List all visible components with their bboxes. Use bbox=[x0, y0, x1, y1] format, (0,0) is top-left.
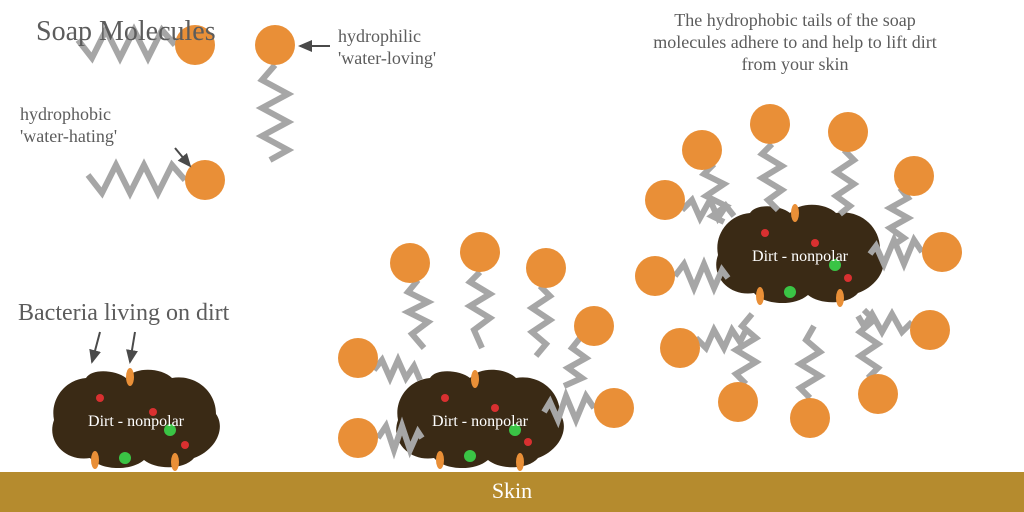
soap-head bbox=[750, 104, 790, 144]
bacteria-dot bbox=[761, 229, 769, 237]
soap-tail bbox=[374, 360, 420, 380]
dirt-label: Dirt - nonpolar bbox=[88, 413, 185, 430]
soap-molecule bbox=[338, 338, 420, 380]
dirt-label: Dirt - nonpolar bbox=[752, 248, 849, 265]
bacteria-oval bbox=[171, 453, 179, 471]
bacteria-oval bbox=[791, 204, 799, 222]
soap-head bbox=[635, 256, 675, 296]
explanation-l3: from your skin bbox=[742, 54, 849, 74]
soap-molecule bbox=[718, 314, 758, 422]
dirt-label: Dirt - nonpolar bbox=[432, 413, 529, 430]
bacteria-dot bbox=[811, 239, 819, 247]
soap-head bbox=[682, 130, 722, 170]
soap-head bbox=[594, 388, 634, 428]
bacteria-dot bbox=[784, 286, 796, 298]
soap-molecule bbox=[88, 160, 225, 200]
soap-head bbox=[390, 243, 430, 283]
soap-tail bbox=[470, 272, 490, 348]
soap-head bbox=[574, 306, 614, 346]
soap-molecule bbox=[526, 248, 566, 356]
bacteria-dot bbox=[491, 404, 499, 412]
soap-molecule bbox=[828, 112, 868, 214]
hydrophilic-label-l1: hydrophilic bbox=[338, 26, 421, 46]
pointer-arrow bbox=[175, 148, 190, 166]
bacteria-dot bbox=[524, 438, 532, 446]
soap-head bbox=[338, 338, 378, 378]
soap-head bbox=[338, 418, 378, 458]
soap-head bbox=[790, 398, 830, 438]
bacteria-oval bbox=[836, 289, 844, 307]
title: Soap Molecules bbox=[36, 16, 216, 47]
hydrophobic-label-l2: 'water-hating' bbox=[20, 126, 117, 146]
soap-head bbox=[526, 248, 566, 288]
bacteria-dot bbox=[464, 450, 476, 462]
dirt-blob: Dirt - nonpolar bbox=[396, 370, 564, 471]
explanation-l1: The hydrophobic tails of the soap bbox=[674, 10, 915, 30]
soap-tail bbox=[800, 326, 820, 398]
soap-tail bbox=[836, 150, 854, 214]
soap-molecule bbox=[870, 232, 962, 272]
soap-tail bbox=[736, 314, 756, 384]
soap-molecule bbox=[890, 156, 934, 246]
soap-molecule bbox=[750, 104, 790, 210]
bacteria-oval bbox=[756, 287, 764, 305]
soap-molecule bbox=[635, 256, 728, 296]
bacteria-dot bbox=[441, 394, 449, 402]
soap-molecule bbox=[460, 232, 500, 348]
soap-head bbox=[660, 328, 700, 368]
bacteria-oval bbox=[516, 453, 524, 471]
soap-molecule bbox=[660, 328, 746, 368]
soap-tail bbox=[262, 65, 288, 160]
soap-tail bbox=[532, 286, 550, 356]
soap-head bbox=[922, 232, 962, 272]
soap-head bbox=[718, 382, 758, 422]
explanation-l2: molecules adhere to and help to lift dir… bbox=[653, 32, 936, 52]
hydrophobic-label-l1: hydrophobic bbox=[20, 104, 111, 124]
soap-molecule bbox=[790, 326, 830, 438]
soap-head bbox=[910, 310, 950, 350]
soap-tail bbox=[408, 280, 428, 348]
bacteria-dot bbox=[119, 452, 131, 464]
dirt-blob: Dirt - nonpolar bbox=[52, 368, 220, 471]
soap-head bbox=[255, 25, 295, 65]
bacteria-title: Bacteria living on dirt bbox=[18, 300, 230, 326]
bacteria-oval bbox=[436, 451, 444, 469]
pointer-arrow bbox=[92, 332, 100, 362]
soap-tail bbox=[88, 165, 185, 193]
bacteria-oval bbox=[126, 368, 134, 386]
soap-head bbox=[645, 180, 685, 220]
soap-tail bbox=[762, 144, 782, 210]
soap-head bbox=[858, 374, 898, 414]
bacteria-oval bbox=[471, 370, 479, 388]
skin-label: Skin bbox=[492, 478, 532, 503]
soap-molecule bbox=[255, 25, 295, 160]
hydrophilic-label-l2: 'water-loving' bbox=[338, 48, 436, 68]
soap-head bbox=[185, 160, 225, 200]
bacteria-dot bbox=[844, 274, 852, 282]
pointer-arrow bbox=[130, 332, 135, 362]
soap-molecule bbox=[858, 310, 950, 350]
soap-head bbox=[894, 156, 934, 196]
bacteria-oval bbox=[91, 451, 99, 469]
soap-tail bbox=[675, 264, 728, 288]
bacteria-dot bbox=[96, 394, 104, 402]
soap-molecule bbox=[390, 243, 430, 348]
soap-molecule bbox=[564, 306, 614, 386]
soap-head bbox=[460, 232, 500, 272]
dirt-blob: Dirt - nonpolar bbox=[716, 204, 884, 307]
diagram-canvas: Skin Dirt - nonpolar Dirt - nonpolar Dirt … bbox=[0, 0, 1024, 512]
bacteria-dot bbox=[181, 441, 189, 449]
soap-head bbox=[828, 112, 868, 152]
